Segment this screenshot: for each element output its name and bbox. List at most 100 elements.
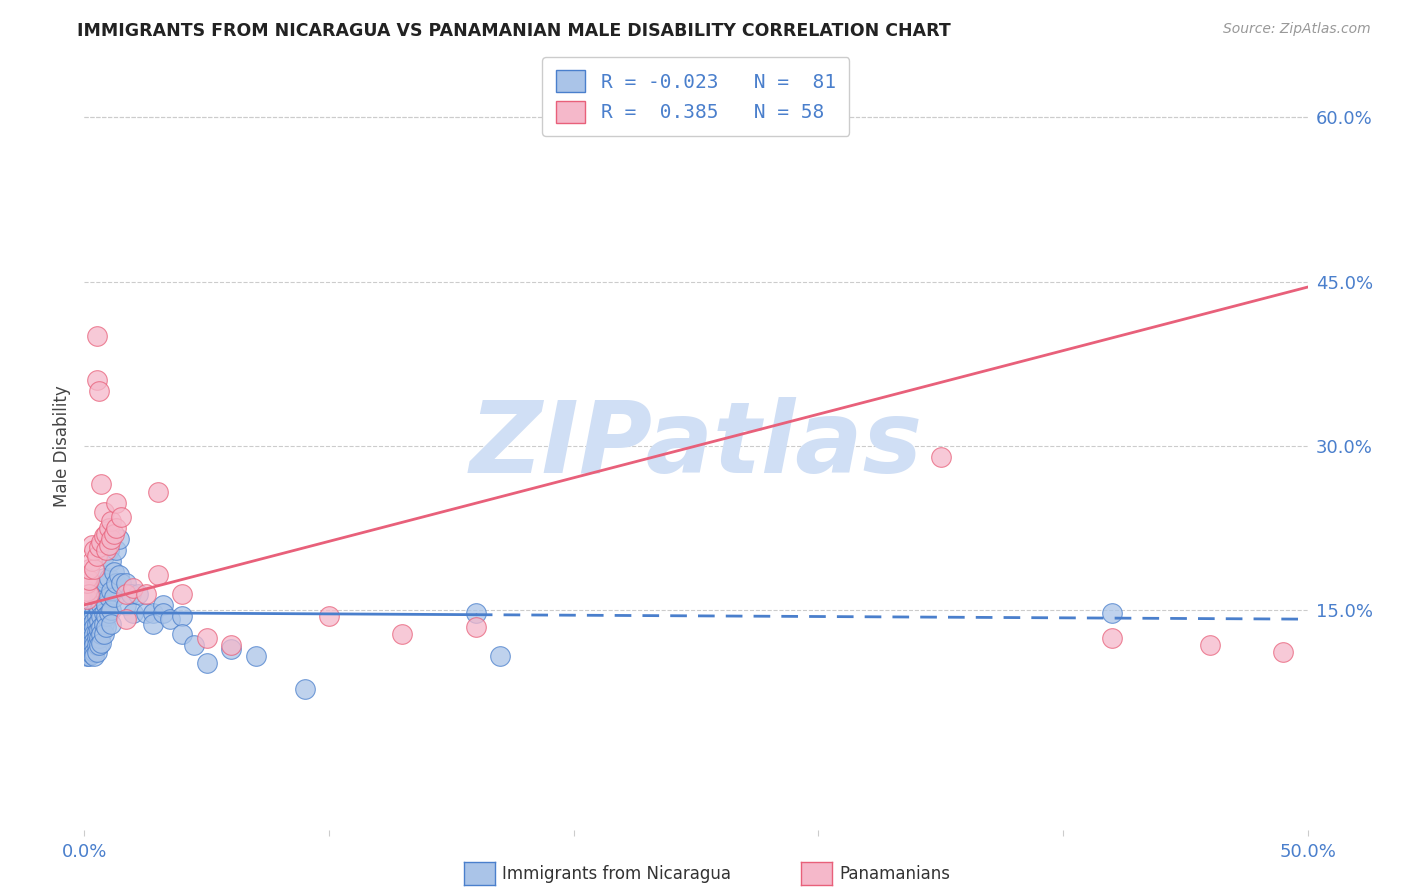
- Point: [77, 631, 100, 645]
- Point: [77, 587, 100, 601]
- Point: [76, 625, 98, 640]
- Point: [77, 639, 100, 653]
- Point: [93, 570, 115, 584]
- Point: [90, 598, 112, 612]
- Point: [97, 543, 120, 558]
- Point: [87, 540, 110, 554]
- Point: [1198, 639, 1220, 653]
- Point: [83, 615, 105, 629]
- Point: [87, 603, 110, 617]
- Point: [86, 645, 108, 659]
- Point: [90, 620, 112, 634]
- Point: [76, 592, 98, 607]
- Point: [96, 598, 118, 612]
- Point: [80, 554, 103, 568]
- Point: [115, 612, 138, 626]
- Point: [77, 615, 100, 629]
- Point: [77, 625, 100, 640]
- Point: [77, 562, 100, 576]
- Point: [93, 529, 115, 543]
- Point: [100, 532, 122, 546]
- Point: [86, 608, 108, 623]
- Point: [97, 591, 120, 605]
- Point: [172, 627, 194, 641]
- Point: [80, 616, 103, 631]
- Text: Source: ZipAtlas.com: Source: ZipAtlas.com: [1223, 22, 1371, 37]
- Point: [76, 636, 98, 650]
- Point: [100, 583, 122, 598]
- Point: [86, 639, 108, 653]
- Point: [80, 647, 103, 661]
- Point: [76, 639, 98, 653]
- Point: [464, 620, 486, 634]
- Point: [86, 549, 108, 563]
- Point: [152, 606, 174, 620]
- Point: [100, 514, 122, 528]
- Point: [86, 625, 108, 640]
- Point: [103, 591, 125, 605]
- Point: [115, 598, 138, 612]
- Point: [83, 543, 105, 558]
- Point: [77, 634, 100, 648]
- Point: [195, 631, 218, 645]
- Text: Panamanians: Panamanians: [839, 865, 950, 883]
- Point: [77, 645, 100, 659]
- Point: [96, 608, 118, 623]
- Point: [93, 616, 115, 631]
- Point: [142, 606, 165, 620]
- Point: [87, 631, 110, 645]
- Point: [86, 631, 108, 645]
- Point: [77, 620, 100, 634]
- Point: [1101, 631, 1123, 645]
- Point: [83, 639, 105, 653]
- Point: [464, 606, 486, 620]
- Point: [93, 606, 115, 620]
- Legend: R = -0.023   N =  81, R =  0.385   N = 58: R = -0.023 N = 81, R = 0.385 N = 58: [543, 57, 849, 136]
- Point: [83, 645, 105, 659]
- Text: Immigrants from Nicaragua: Immigrants from Nicaragua: [502, 865, 731, 883]
- Point: [83, 606, 105, 620]
- Point: [77, 636, 100, 650]
- Text: IMMIGRANTS FROM NICARAGUA VS PANAMANIAN MALE DISABILITY CORRELATION CHART: IMMIGRANTS FROM NICARAGUA VS PANAMANIAN …: [77, 22, 950, 40]
- Point: [294, 682, 316, 697]
- Point: [97, 521, 120, 535]
- Point: [1272, 645, 1295, 659]
- Point: [100, 603, 122, 617]
- Point: [76, 615, 98, 629]
- Point: [86, 616, 108, 631]
- Point: [76, 570, 98, 584]
- Point: [77, 573, 100, 587]
- Point: [83, 634, 105, 648]
- Point: [97, 606, 120, 620]
- Point: [76, 583, 98, 598]
- Point: [105, 576, 128, 591]
- Point: [318, 608, 340, 623]
- Point: [152, 598, 174, 612]
- Point: [86, 329, 108, 343]
- Point: [142, 616, 165, 631]
- Point: [219, 641, 242, 656]
- Point: [93, 549, 115, 563]
- Point: [83, 620, 105, 634]
- Point: [87, 384, 110, 399]
- Point: [107, 532, 129, 546]
- Point: [146, 485, 169, 500]
- Point: [115, 576, 138, 591]
- Point: [122, 606, 145, 620]
- Point: [90, 627, 112, 641]
- Point: [489, 649, 512, 664]
- Point: [391, 627, 413, 641]
- Point: [105, 521, 128, 535]
- Point: [77, 608, 100, 623]
- Point: [76, 576, 98, 591]
- Point: [87, 623, 110, 637]
- Point: [77, 649, 100, 664]
- Y-axis label: Male Disability: Male Disability: [53, 385, 72, 507]
- Point: [103, 565, 125, 579]
- Point: [103, 526, 125, 541]
- Point: [172, 587, 194, 601]
- Point: [245, 649, 267, 664]
- Point: [90, 587, 112, 601]
- Point: [96, 620, 118, 634]
- Point: [76, 627, 98, 641]
